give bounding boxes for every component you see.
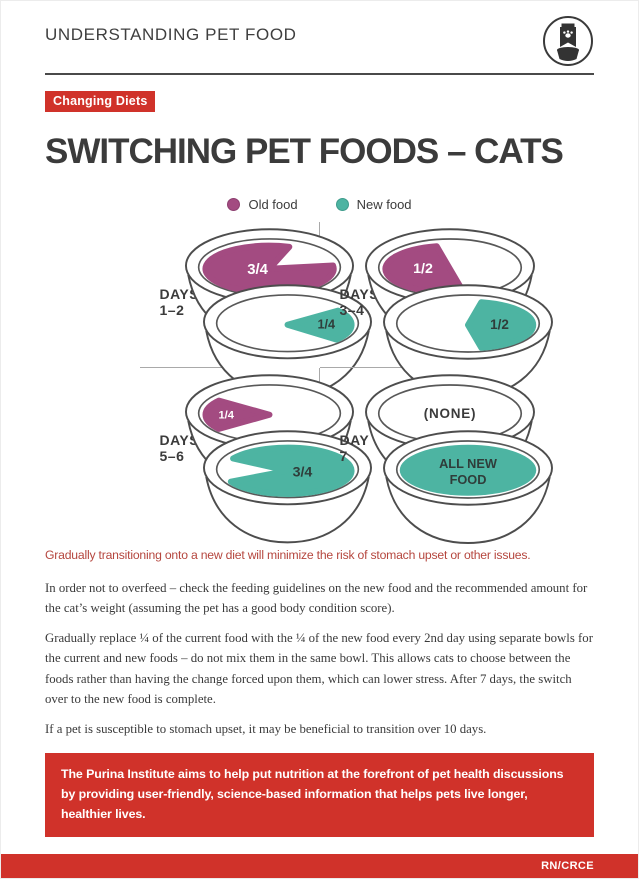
portion-label-line2: FOOD [449,472,486,487]
paragraph-1: In order not to overfeed – check the fee… [45,580,588,616]
new-food-bowl: 3/4 [202,430,372,544]
portion-label: 1/4 [218,409,234,421]
quadrant-days-1-2: DAYS 1–2 3/4 1/4 [139,221,372,398]
new-food-bowl: 1/2 [382,284,553,398]
footer-bar: RN/CRCE [1,854,638,878]
portion-label: (NONE) [423,406,476,421]
new-food-dot-icon [335,197,349,211]
body-copy: In order not to overfeed – check the fee… [45,578,594,739]
legend-item-new-food: New food [335,196,412,212]
portion-label-line1: ALL NEW [439,456,498,471]
paragraph-2: Gradually replace ¼ of the current food … [45,630,593,707]
quadrant-days-3-4: DAYS 3–4 1/2 1/2 [319,222,553,398]
portion-label: 3/4 [247,262,268,278]
lead-sentence: Gradually transitioning onto a new diet … [45,547,531,562]
topic-badge: Changing Diets [45,91,156,112]
new-food-bowl-full: ALL NEW FOOD [382,430,553,544]
page-header: UNDERSTANDING PET FOOD [45,15,594,75]
legend-old-label: Old food [248,196,298,212]
portion-label: 1/2 [413,261,433,277]
day-label: DAYS 5–6 [159,431,200,464]
portion-label: 1/2 [490,317,509,332]
pet-food-bag-bowl-icon [543,16,593,66]
header-title: UNDERSTANDING PET FOOD [45,25,297,44]
page-title: SWITCHING PET FOODS – CATS [45,132,564,171]
day-label: DAYS 1–2 [159,285,200,318]
diagram-grid: DAYS 1–2 3/4 1/4 [139,221,553,544]
day-label: DAY 7 [339,431,370,464]
portion-label: 3/4 [292,464,312,480]
purina-institute-banner: The Purina Institute aims to help put nu… [45,753,594,837]
old-food-dot-icon [227,197,241,211]
quadrant-day-7: DAY 7 (NONE) ALL NEW FOOD [320,368,553,544]
legend-item-old-food: Old food [227,196,298,212]
quadrant-days-5-6: DAYS 5–6 1/4 3/4 [140,367,372,544]
legend-new-label: New food [356,196,412,212]
legend: Old food New food [140,197,500,212]
transition-diagram: Old food New food DAYS 1–2 3/4 [139,197,553,544]
paragraph-3: If a pet is susceptible to stomach upset… [45,721,487,736]
day-label: DAYS 3–4 [339,285,380,318]
portion-label: 1/4 [317,317,335,331]
footer-code: RN/CRCE [541,860,594,872]
